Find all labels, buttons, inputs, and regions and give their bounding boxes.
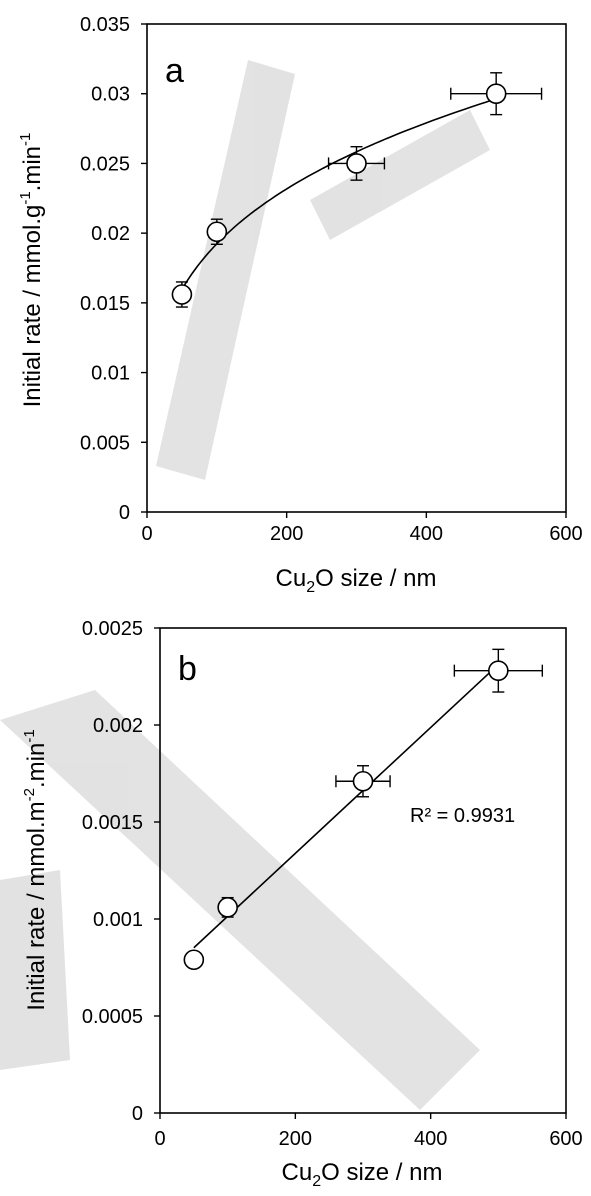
panel-b-trendline bbox=[193, 664, 499, 949]
panel-b-x-tick-label: 0 bbox=[154, 1128, 165, 1150]
panel-a-xlabel-pre: Cu bbox=[276, 565, 307, 592]
panel-a-ylabel-mid: .min bbox=[19, 146, 46, 191]
panel-a-y-tick-label: 0.03 bbox=[91, 84, 130, 106]
panel-a-xlabel-sub: 2 bbox=[306, 579, 315, 596]
panel-a-y-tick-label: 0.005 bbox=[80, 432, 130, 454]
watermark-stroke bbox=[310, 110, 490, 240]
panel-b-plot-frame bbox=[159, 627, 567, 1114]
panel-b-y-tick-label: 0.001 bbox=[93, 909, 143, 931]
panel-a-y-tick-label: 0.01 bbox=[91, 363, 130, 385]
panel-b-y-tick-label: 0.0005 bbox=[82, 1006, 143, 1028]
panel-a-x-tick-label: 200 bbox=[270, 523, 303, 545]
panel-a-ylabel-pre: Initial rate / mmol.g bbox=[19, 205, 46, 408]
panel-b-xlabel-post: O size / nm bbox=[321, 1159, 442, 1186]
panel-a-data-point bbox=[346, 153, 367, 174]
panel-b-data-point bbox=[488, 660, 509, 681]
panel-b-x-tick-label: 400 bbox=[414, 1128, 447, 1150]
panel-b-annotation: R² = 0.9931 bbox=[410, 805, 515, 827]
panel-b-y-axis-title: Initial rate / mmol.m-2.min-1 bbox=[21, 729, 50, 1010]
watermark-stroke bbox=[0, 870, 70, 1070]
watermark-stroke bbox=[156, 60, 295, 480]
panel-b-ylabel-mid: .min bbox=[23, 743, 50, 788]
panel-b-ylabel-pre: Initial rate / mmol.m bbox=[23, 801, 50, 1010]
panel-b-y-tick-label: 0.002 bbox=[93, 715, 143, 737]
panel-a-data-point bbox=[206, 221, 228, 243]
panel-a-y-tick-label: 0.025 bbox=[80, 153, 130, 175]
panel-a-ylabel-sup2: -1 bbox=[17, 133, 34, 146]
panel-a-plot-frame bbox=[146, 23, 567, 513]
panel-a-y-tick-label: 0.035 bbox=[80, 14, 130, 36]
panel-a-y-axis-title: Initial rate / mmol.g-1.min-1 bbox=[17, 133, 46, 408]
panel-b-xlabel-sub: 2 bbox=[312, 1173, 321, 1190]
panel-a-letter: a bbox=[165, 52, 184, 90]
panel-a-x-tick-label: 0 bbox=[141, 523, 152, 545]
panel-a-x-tick-label: 600 bbox=[549, 523, 582, 545]
panel-a-x-axis-title: Cu2O size / nm bbox=[276, 565, 437, 596]
panel-a-y-tick-label: 0.02 bbox=[91, 223, 130, 245]
panel-b-data-point bbox=[183, 949, 205, 971]
panel-a-data-point bbox=[171, 284, 193, 305]
panel-b-x-tick-label: 200 bbox=[279, 1128, 312, 1150]
panel-a-y-tick-label: 0 bbox=[119, 502, 130, 524]
panel-a-data-point bbox=[485, 83, 507, 105]
panel-a-trendline bbox=[181, 98, 497, 290]
chart-panel-a: 0 0.005 0.01 0.015 0.02 0.025 0.03 0.035 0 200 400… bbox=[17, 14, 583, 596]
panel-b-ylabel-sup2: -1 bbox=[21, 729, 38, 742]
watermark-stroke bbox=[0, 690, 480, 1110]
watermark bbox=[0, 60, 490, 1110]
panel-a-ylabel-sup1: -1 bbox=[17, 191, 34, 204]
panel-b-ylabel-sup1: -2 bbox=[21, 788, 38, 801]
panel-b-xlabel-pre: Cu bbox=[282, 1159, 313, 1186]
panel-b-letter: b bbox=[178, 650, 197, 688]
panel-b-data-point bbox=[217, 897, 238, 918]
panel-a-xlabel-post: O size / nm bbox=[315, 565, 436, 592]
panel-b-x-tick-label: 600 bbox=[549, 1128, 582, 1150]
panel-a-x-tick-label: 400 bbox=[410, 523, 443, 545]
panel-b-data-point bbox=[352, 770, 374, 792]
panel-b-x-axis-title: Cu2O size / nm bbox=[282, 1159, 443, 1190]
panel-a-y-tick-label: 0.015 bbox=[80, 293, 130, 315]
panel-b-y-tick-label: 0 bbox=[132, 1103, 143, 1125]
panel-b-y-tick-label: 0.0025 bbox=[82, 618, 143, 640]
panel-b-y-tick-label: 0.0015 bbox=[82, 812, 143, 834]
